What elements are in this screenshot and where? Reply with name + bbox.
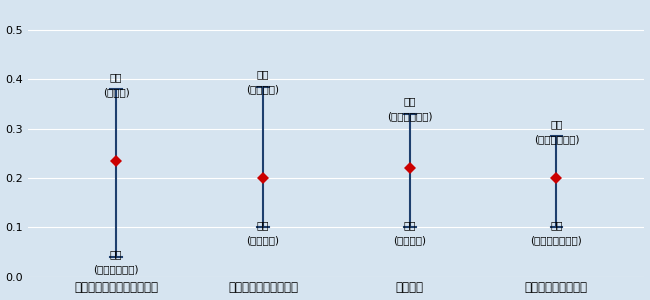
Text: 最低: 最低 [404,220,416,230]
Text: 最高: 最高 [550,119,563,129]
Text: (オーストリア): (オーストリア) [94,264,139,274]
Text: (イタリア): (イタリア) [393,235,426,245]
Text: 最高: 最高 [404,97,416,106]
Text: (フィンランド): (フィンランド) [387,112,432,122]
Text: (オーストラリア): (オーストラリア) [530,235,582,245]
Text: (カナダ): (カナダ) [103,87,129,97]
Text: 最低: 最低 [550,220,563,230]
Text: 最高: 最高 [110,72,122,82]
Text: (イタリア): (イタリア) [246,235,280,245]
Text: (スウェーデン): (スウェーデン) [534,134,579,144]
Text: 最低: 最低 [257,220,269,230]
Text: 最高: 最高 [257,70,269,80]
Text: (ベルギー): (ベルギー) [246,84,280,94]
Text: 最低: 最低 [110,249,122,259]
